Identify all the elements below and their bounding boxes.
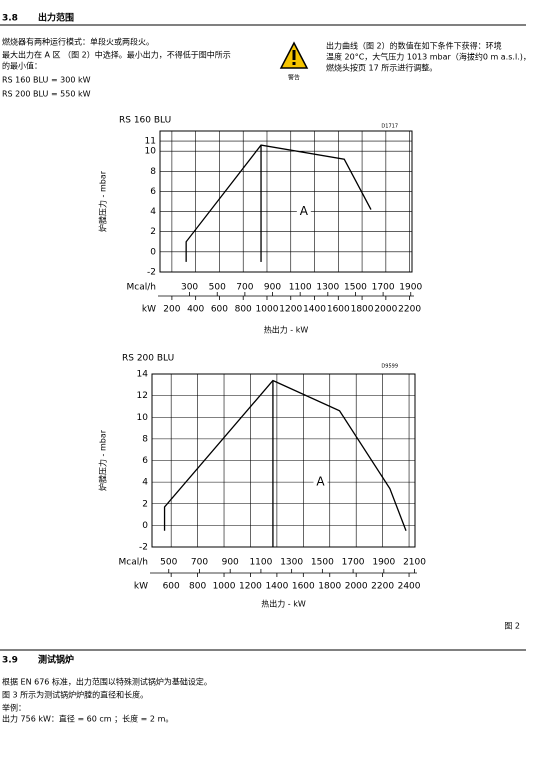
x2-tick-label: 1900: [399, 283, 422, 293]
x-tick-label: 2400: [398, 582, 421, 592]
x2-tick-label: 900: [264, 283, 281, 293]
y-tick-label: 2: [142, 499, 148, 509]
annotation: A: [316, 475, 325, 489]
x2-tick-label: 1500: [344, 283, 367, 293]
x-tick-label: 1600: [292, 582, 315, 592]
x-tick-label: 1000: [256, 305, 279, 315]
warning-icon: [279, 41, 309, 69]
y-tick-label: 8: [142, 434, 148, 444]
body-line: 根据 EN 676 标准，出力范围以特殊测试锅炉为基础设定。: [2, 677, 212, 687]
x-tick-label: 1000: [213, 582, 236, 592]
x2-tick-label: 1500: [311, 558, 334, 568]
intro-line: 燃烧器有两种运行模式：单段火或两段火。: [2, 37, 154, 47]
y-tick-label: 11: [145, 137, 156, 147]
x-tick-label: 2000: [345, 582, 368, 592]
x2-tick-label: 300: [181, 283, 198, 293]
body-line: 出力 756 kW：直径 = 60 cm ；长度 = 2 m。: [2, 714, 173, 724]
x-tick-label: 1400: [265, 582, 288, 592]
chart-title: RS 200 BLU: [122, 354, 174, 364]
y-tick-label: 14: [137, 370, 149, 380]
x-tick-label: 1800: [318, 582, 341, 592]
y-tick-label: 0: [150, 247, 156, 257]
x-tick-label: 400: [187, 305, 204, 315]
x-tick-label: 1800: [351, 305, 374, 315]
x-tick-label: 800: [235, 305, 252, 315]
x-tick-label: 600: [211, 305, 228, 315]
x2-tick-label: 700: [236, 283, 253, 293]
x2-tick-label: 1700: [372, 283, 395, 293]
y-tick-label: 2: [150, 227, 156, 237]
x-tick-label: 1200: [239, 582, 262, 592]
x-axis-label: 热出力 - kW: [261, 599, 306, 609]
y-tick-label: 6: [142, 456, 148, 466]
y-tick-label: 12: [137, 391, 148, 401]
annotation: A: [300, 204, 309, 218]
envelope-line: [163, 379, 407, 532]
section-number: 3.9: [2, 656, 18, 666]
intro-line: 的最小值：: [2, 61, 42, 71]
plot-frame: [159, 130, 413, 273]
x2-tick-label: 500: [160, 558, 177, 568]
x2-tick-label: 2100: [403, 558, 426, 568]
x2-tick-label: 900: [222, 558, 239, 568]
x-tick-label: 800: [189, 582, 206, 592]
y-tick-label: 4: [142, 478, 148, 488]
body-line: 图 3 所示为测试锅炉炉膛的直径和长度。: [2, 690, 148, 700]
x-unit: kW: [134, 582, 148, 592]
y-tick-label: 10: [145, 147, 157, 157]
x-tick-label: 200: [163, 305, 180, 315]
y-tick-label: 6: [150, 187, 156, 197]
x2-tick-label: 1100: [249, 558, 272, 568]
annotation-bg: [296, 204, 311, 219]
x-unit: kW: [142, 305, 156, 315]
intro-line: 最大出力在 A 区 （图 2）中选择。最小出力，不得低于图中所示: [2, 50, 231, 60]
body-line: 举例：: [2, 703, 26, 713]
y-axis-label: 炉膛压力 - mbar: [98, 429, 108, 491]
y-tick-label: -2: [139, 543, 148, 553]
chart-code: D9599: [381, 364, 398, 370]
figure-caption: 图 2: [504, 622, 520, 631]
x2-tick-label: 700: [191, 558, 208, 568]
chart-code: D1717: [381, 124, 398, 130]
x2-unit: Mcal/h: [127, 283, 156, 293]
section-title: 测试锅炉: [38, 654, 74, 666]
y-tick-label: -2: [147, 268, 156, 278]
intro-line: RS 160 BLU = 300 kW: [2, 76, 91, 85]
warning-line: 出力曲线（图 2）的数值在如下条件下获得：环境: [326, 41, 502, 51]
intro-line: RS 200 BLU = 550 kW: [2, 90, 91, 99]
x2-tick-label: 1900: [372, 558, 395, 568]
plot-frame: [151, 373, 416, 548]
section-title: 出力范围: [38, 12, 74, 24]
x2-tick-label: 1100: [289, 283, 312, 293]
x-axis-label: 热出力 - kW: [264, 325, 309, 335]
x2-tick-label: 500: [209, 283, 226, 293]
x-tick-label: 2200: [371, 582, 394, 592]
x2-tick-label: 1700: [342, 558, 365, 568]
warning-label: 警告: [288, 74, 300, 82]
x-tick-label: 2200: [398, 305, 421, 315]
y-axis-label: 炉膛压力 - mbar: [98, 170, 108, 232]
x-tick-label: 1400: [303, 305, 326, 315]
x-tick-label: 1200: [279, 305, 302, 315]
y-tick-label: 8: [150, 167, 156, 177]
x-tick-label: 600: [163, 582, 180, 592]
annotation-bg: [313, 475, 328, 490]
x-tick-label: 1600: [327, 305, 350, 315]
section-number: 3.8: [2, 14, 18, 24]
y-tick-label: 10: [137, 413, 149, 423]
x2-unit: Mcal/h: [119, 558, 148, 568]
x2-tick-label: 1300: [280, 558, 303, 568]
x2-tick-label: 1300: [316, 283, 339, 293]
warning-line: 燃烧头按页 17 所示进行调整。: [326, 63, 437, 73]
x-tick-label: 2000: [374, 305, 397, 315]
y-tick-label: 0: [142, 521, 148, 531]
envelope-line: [185, 144, 372, 262]
charts: RS 160 BLU D1717 炉膛压力 - mbar 热出力 - kW Mcal/h…: [98, 116, 427, 609]
warning-line: 温度 20°C，大气压力 1013 mbar（海拔约0 m a.s.l.)，: [326, 52, 531, 62]
chart-title: RS 160 BLU: [119, 116, 171, 126]
y-tick-label: 4: [150, 207, 156, 217]
